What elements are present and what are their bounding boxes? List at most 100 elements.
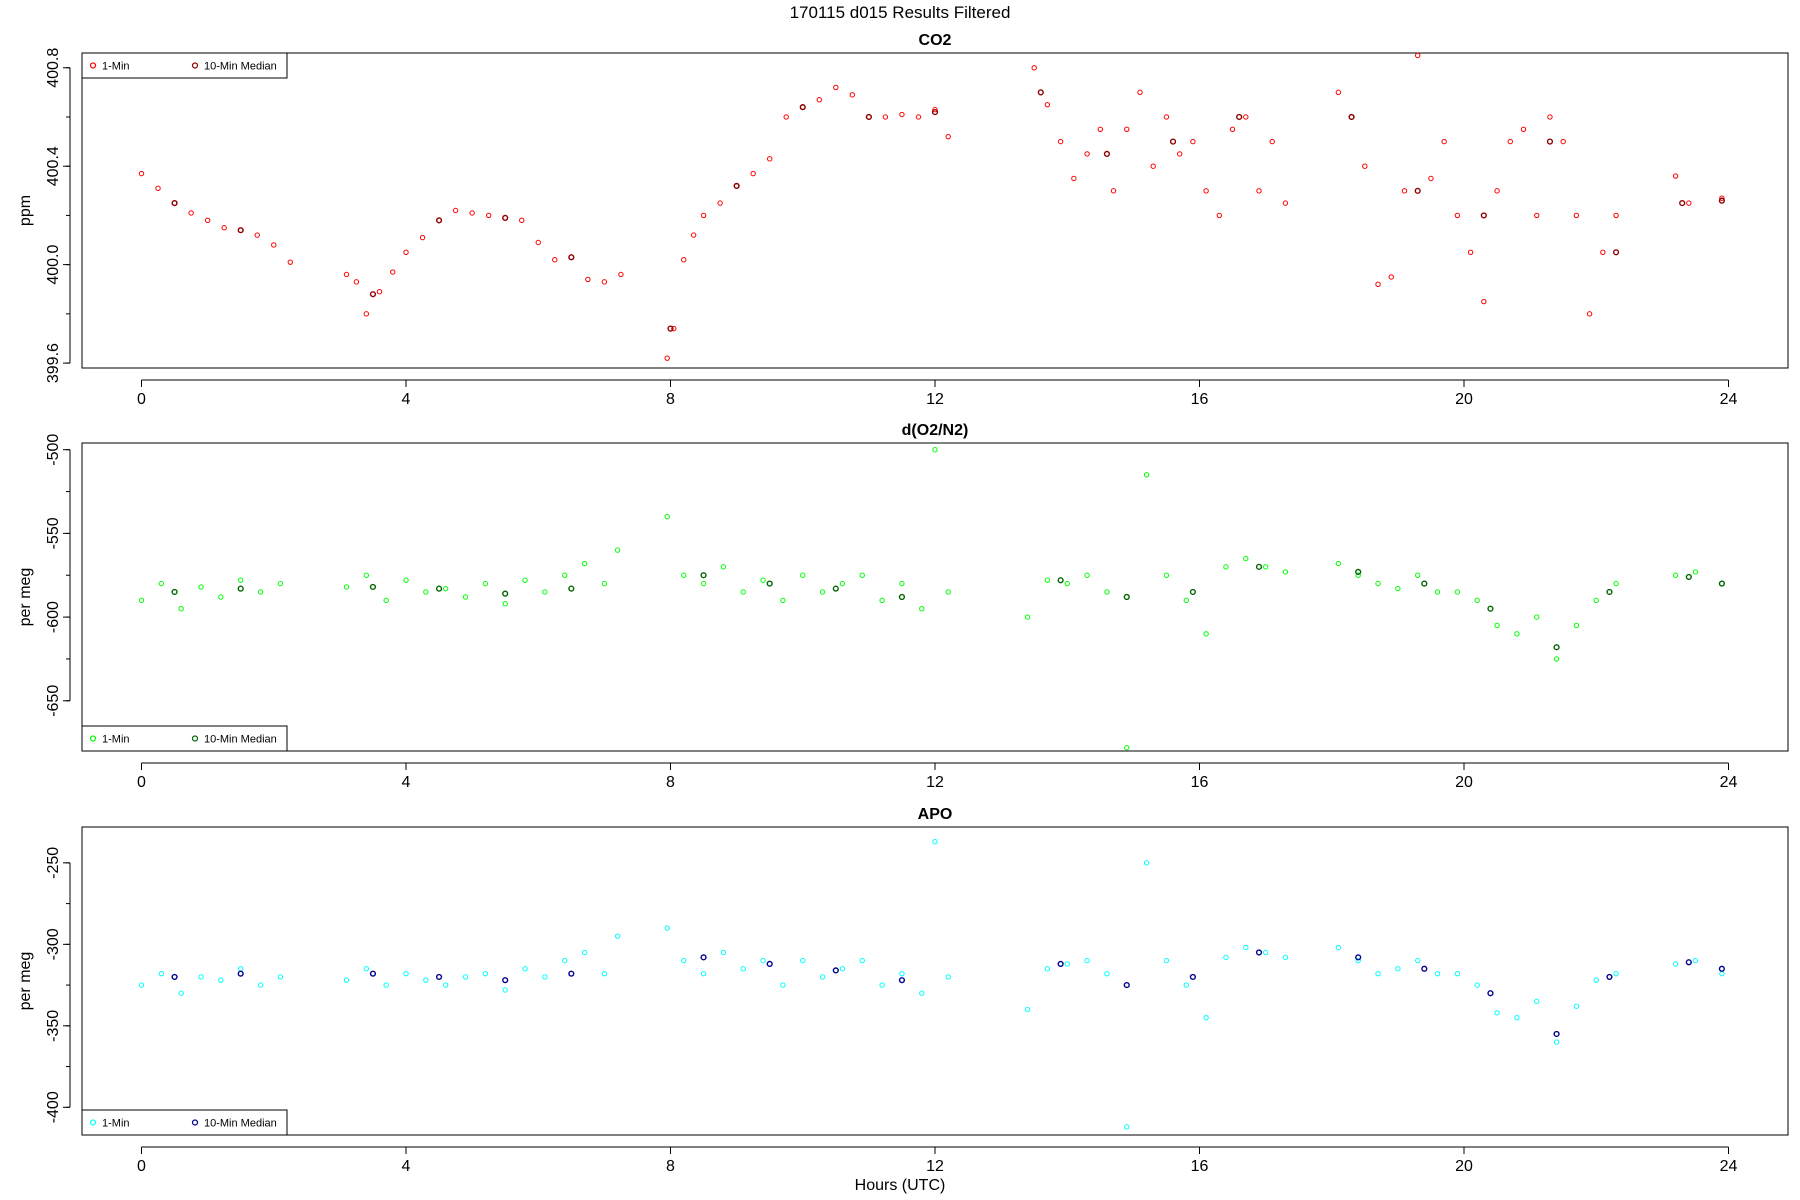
data-point xyxy=(766,156,773,162)
data-point xyxy=(919,990,925,996)
data-point xyxy=(1672,572,1679,578)
x-tick-label: 8 xyxy=(666,774,675,791)
data-point xyxy=(462,974,469,980)
data-point xyxy=(1415,52,1421,59)
y-tick-label: 400.8 xyxy=(45,48,62,88)
y-tick-label: -400 xyxy=(45,1091,62,1123)
data-point xyxy=(1534,614,1540,620)
data-point xyxy=(1084,572,1090,578)
data-point xyxy=(898,977,906,984)
data-point xyxy=(601,580,608,587)
data-point xyxy=(1084,151,1090,157)
data-point xyxy=(585,276,591,283)
series-10-min-median xyxy=(171,949,1725,1038)
data-point xyxy=(502,987,508,993)
legend: 1-Min 10-Min Median xyxy=(81,1109,288,1136)
x-tick-label: 12 xyxy=(926,1158,944,1175)
data-point xyxy=(1520,126,1527,132)
data-point xyxy=(1243,944,1249,951)
data-point xyxy=(383,597,389,604)
y-tick-label: -250 xyxy=(45,847,62,879)
data-point xyxy=(237,227,244,234)
data-point xyxy=(1573,212,1580,219)
x-tick-label: 24 xyxy=(1720,774,1738,791)
data-point xyxy=(1236,113,1243,121)
panel-d-o2-n2-: d(O2/N2) 0 4 8 12 16 20 24 -500 -550 -600 -650 per m… xyxy=(17,422,1789,791)
legend-marker xyxy=(89,62,97,69)
data-point xyxy=(1441,138,1447,145)
x-tick-label: 4 xyxy=(402,1158,411,1175)
data-point xyxy=(552,257,558,263)
y-tick-label: -600 xyxy=(45,601,62,633)
data-point xyxy=(1421,965,1428,972)
data-point xyxy=(502,214,509,221)
data-point xyxy=(1024,614,1031,620)
data-point xyxy=(353,279,360,285)
data-point xyxy=(138,597,145,604)
data-point xyxy=(1686,200,1692,206)
data-point xyxy=(1434,970,1441,977)
data-point xyxy=(859,957,865,964)
data-point xyxy=(1613,970,1619,977)
x-tick-label: 0 xyxy=(137,391,146,408)
data-point xyxy=(1243,555,1249,562)
data-point xyxy=(1143,472,1150,478)
data-point xyxy=(1143,860,1150,866)
plot-frame xyxy=(81,826,1789,1136)
data-point xyxy=(931,108,939,116)
legend-marker xyxy=(191,1119,199,1126)
data-point xyxy=(1163,114,1170,120)
data-point xyxy=(1514,631,1520,637)
data-point xyxy=(403,577,409,583)
data-point xyxy=(581,560,588,567)
data-point xyxy=(562,572,568,578)
data-point xyxy=(839,966,846,972)
x-tick-label: 0 xyxy=(137,774,146,791)
data-point xyxy=(1553,1039,1560,1045)
data-point xyxy=(1137,89,1143,96)
data-point xyxy=(819,974,826,980)
data-point xyxy=(720,949,727,956)
data-point xyxy=(865,113,872,121)
data-point xyxy=(1600,249,1606,256)
data-point xyxy=(390,269,396,275)
data-point xyxy=(667,325,674,332)
x-axis-label: Hours (UTC) xyxy=(855,1177,946,1194)
data-point xyxy=(542,589,548,595)
data-point xyxy=(1084,957,1090,964)
data-point xyxy=(581,949,588,956)
data-point xyxy=(1037,89,1044,96)
data-point xyxy=(1375,970,1381,977)
data-point xyxy=(1375,281,1381,288)
data-point xyxy=(1103,150,1111,157)
data-point xyxy=(833,84,839,91)
data-point xyxy=(1124,744,1130,751)
data-point xyxy=(664,513,670,520)
data-point xyxy=(1487,990,1494,997)
data-point xyxy=(1573,1003,1580,1009)
y-tick-label: 400.0 xyxy=(45,245,62,285)
data-point xyxy=(442,982,449,988)
data-point xyxy=(1415,957,1421,964)
data-point xyxy=(1494,188,1500,194)
figure-title: 170115 d015 Results Filtered xyxy=(790,3,1011,22)
data-point xyxy=(932,838,938,845)
data-point xyxy=(198,974,204,980)
data-point xyxy=(383,982,389,988)
data-point xyxy=(681,572,687,578)
data-point xyxy=(485,212,492,219)
data-point xyxy=(879,982,885,988)
data-point xyxy=(1256,188,1262,194)
data-point xyxy=(423,977,429,983)
data-point xyxy=(1262,949,1269,956)
data-point xyxy=(1044,101,1051,108)
data-point xyxy=(1388,274,1394,280)
data-point xyxy=(1057,960,1064,967)
data-point xyxy=(218,594,224,600)
data-point xyxy=(1335,560,1342,567)
series-1-min xyxy=(138,446,1725,751)
data-point xyxy=(423,589,429,595)
data-point xyxy=(1606,973,1613,981)
x-tick-label: 16 xyxy=(1191,1158,1209,1175)
data-point xyxy=(816,97,822,103)
